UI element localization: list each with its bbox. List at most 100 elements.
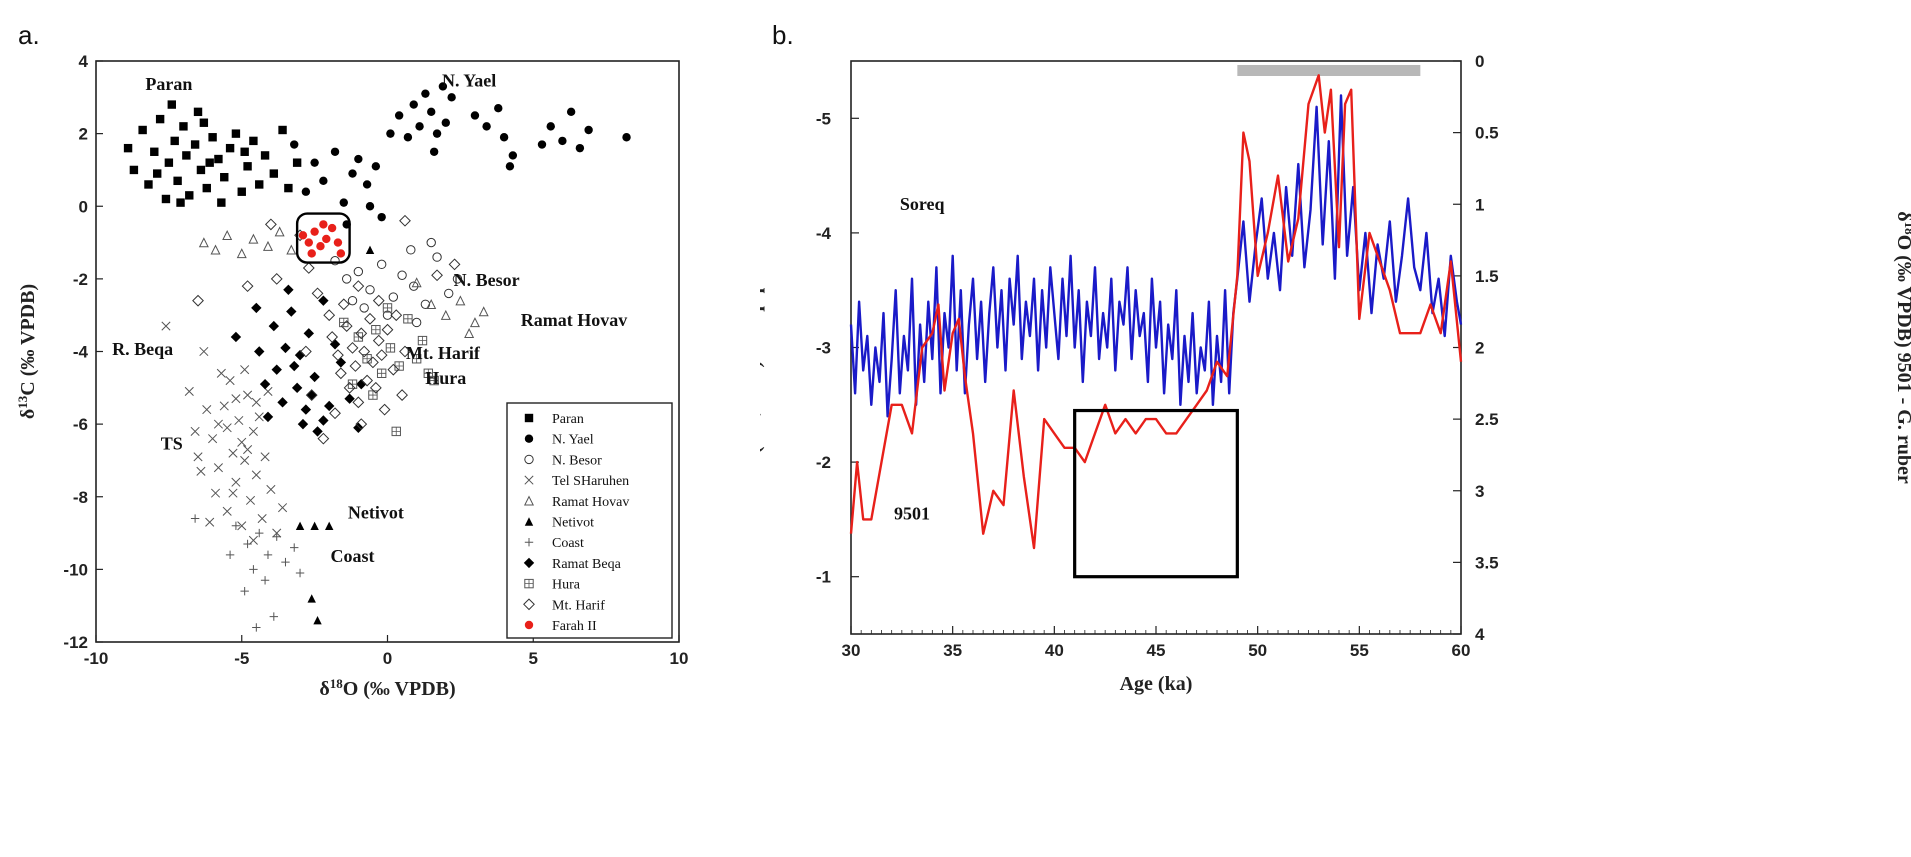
- point-ramat-beqa: [294, 349, 306, 361]
- legend-marker-n-yael: [524, 434, 534, 443]
- point-mt-harif: [323, 309, 336, 322]
- series-line-soreq: [849, 94, 1463, 418]
- point-n-yael: [447, 93, 456, 102]
- y-tick-label-b: -5: [816, 109, 831, 128]
- annotation-n-yael: N. Yael: [442, 70, 496, 90]
- legend-marker-farah-ii: [524, 620, 534, 630]
- point-ramat-beqa: [271, 364, 282, 375]
- age-highlight-box: [1073, 408, 1239, 579]
- annotation-ts: TS: [161, 434, 183, 454]
- point-mt-harif: [358, 345, 371, 358]
- point-paran: [179, 122, 188, 131]
- point-ramat-beqa: [306, 389, 317, 401]
- point-mt-harif: [364, 312, 376, 325]
- point-coast: [272, 532, 281, 541]
- point-n-besor: [432, 252, 442, 262]
- y-tick-label-a: -2: [73, 270, 88, 289]
- point-mt-harif: [390, 309, 403, 322]
- point-n-yael: [584, 125, 593, 135]
- point-ramat-beqa: [251, 302, 262, 314]
- point-n-besor: [347, 295, 358, 306]
- x-tick-label-b: 55: [1350, 641, 1369, 660]
- point-n-yael: [429, 147, 439, 156]
- legend-marker-coast: [524, 538, 534, 547]
- legend-label-paran: Paran: [552, 412, 584, 427]
- point-paran: [193, 107, 203, 117]
- point-netivot: [325, 521, 334, 530]
- point-paran: [225, 143, 235, 153]
- series-netivot: [295, 245, 375, 625]
- point-mt-harif: [399, 345, 411, 358]
- annotation-soreq: Soreq: [900, 194, 945, 214]
- point-paran: [161, 194, 171, 204]
- point-n-besor: [420, 299, 431, 309]
- point-paran: [138, 125, 147, 135]
- legend-marker-paran: [524, 413, 534, 423]
- point-mt-harif: [355, 327, 368, 340]
- point-tel-sharuhen: [202, 405, 212, 415]
- point-ramat-beqa: [259, 378, 271, 390]
- point-mt-harif: [264, 218, 277, 231]
- legend-label-mt-harif: Mt. Harif: [552, 598, 605, 613]
- series-n-yael: [290, 82, 631, 229]
- point-ramat-hovav: [198, 237, 209, 248]
- point-ramat-hovav: [469, 317, 480, 328]
- point-paran: [170, 136, 179, 146]
- y-tick-label-a: 2: [79, 125, 88, 144]
- point-hura: [368, 390, 378, 400]
- legend-marker-mt-harif: [523, 598, 535, 611]
- point-hura: [429, 375, 439, 386]
- point-tel-sharuhen: [219, 401, 229, 411]
- y-tick-label-a: -4: [73, 343, 89, 362]
- point-n-yael: [470, 111, 480, 120]
- point-paran: [237, 187, 246, 196]
- point-mt-harif: [340, 320, 353, 332]
- point-n-besor: [426, 237, 436, 248]
- point-netivot: [307, 594, 316, 603]
- point-coast: [243, 539, 252, 549]
- x-tick-label-b: 30: [842, 641, 861, 660]
- point-hura: [394, 361, 404, 371]
- point-n-besor: [397, 270, 407, 280]
- point-mt-harif: [349, 360, 362, 372]
- y2-tick-label-b: 2.5: [1475, 410, 1499, 429]
- legend-marker-ramat-hovav: [523, 495, 535, 506]
- point-n-yael: [415, 122, 424, 131]
- point-n-besor: [406, 245, 416, 255]
- point-mt-harif: [372, 334, 385, 347]
- point-paran: [269, 169, 279, 178]
- point-n-yael: [310, 158, 319, 167]
- point-tel-sharuhen: [237, 521, 247, 531]
- point-ramat-beqa: [353, 422, 364, 433]
- point-mt-harif: [346, 341, 359, 354]
- point-n-yael: [371, 162, 381, 171]
- point-n-yael: [505, 162, 515, 171]
- annotation-ramat-hovav: Ramat Hovav: [521, 310, 628, 330]
- point-n-yael: [566, 107, 576, 117]
- point-coast: [263, 550, 273, 560]
- x-tick-label-b: 50: [1248, 641, 1267, 660]
- point-n-yael: [348, 169, 357, 178]
- point-n-yael: [394, 111, 404, 120]
- point-tel-sharuhen: [248, 426, 258, 436]
- point-hura: [403, 314, 413, 324]
- legend-a: Paran N. Yael N. Besor Tel SHaruhen Ramat Ho…: [506, 402, 673, 639]
- point-ramat-beqa: [277, 397, 288, 408]
- point-paran: [144, 180, 153, 189]
- point-coast: [225, 550, 235, 560]
- point-tel-sharuhen: [231, 477, 241, 487]
- panel-label-b: b.: [772, 20, 794, 50]
- y2-tick-label-b: 2: [1475, 339, 1484, 358]
- point-coast: [240, 586, 249, 596]
- point-hura: [391, 426, 401, 437]
- y-axis-label-b: δ18O (‰ VPDB) Soreq speleothems: [760, 198, 765, 498]
- point-ramat-hovav: [286, 244, 297, 255]
- annotation-mt-harif: Mt. Harif: [406, 343, 481, 363]
- point-ramat-beqa: [268, 320, 280, 332]
- x-axis-label-a: δ18O (‰ VPDB): [319, 676, 455, 701]
- point-tel-sharuhen: [243, 444, 253, 455]
- point-n-yael: [438, 82, 448, 91]
- point-n-besor: [452, 274, 463, 284]
- point-ramat-hovav: [274, 226, 285, 237]
- point-ramat-beqa: [309, 371, 320, 383]
